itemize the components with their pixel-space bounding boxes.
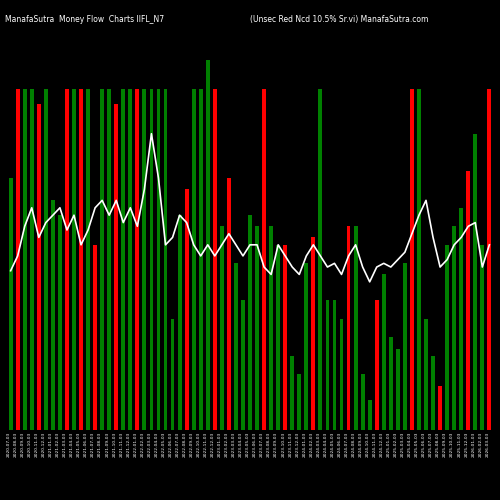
Bar bbox=[227, 178, 231, 430]
Bar bbox=[255, 226, 259, 430]
Bar bbox=[389, 338, 392, 430]
Bar bbox=[150, 90, 154, 430]
Bar bbox=[108, 90, 111, 430]
Bar bbox=[58, 215, 62, 430]
Bar bbox=[72, 90, 76, 430]
Bar bbox=[284, 245, 287, 430]
Bar bbox=[178, 215, 182, 430]
Bar bbox=[346, 226, 350, 430]
Bar bbox=[220, 226, 224, 430]
Bar bbox=[298, 374, 301, 430]
Bar bbox=[128, 90, 132, 430]
Bar bbox=[474, 134, 477, 430]
Bar bbox=[332, 300, 336, 430]
Bar bbox=[375, 300, 378, 430]
Text: ManafaSutra  Money Flow  Charts IIFL_N7: ManafaSutra Money Flow Charts IIFL_N7 bbox=[5, 15, 164, 24]
Bar bbox=[396, 348, 400, 430]
Bar bbox=[44, 90, 48, 430]
Bar bbox=[424, 319, 428, 430]
Bar bbox=[65, 90, 69, 430]
Bar bbox=[276, 245, 280, 430]
Bar bbox=[466, 170, 470, 430]
Bar bbox=[326, 300, 330, 430]
Bar bbox=[16, 90, 20, 430]
Text: (Unsec Red Ncd 10.5% Sr.vi) ManafaSutra.com: (Unsec Red Ncd 10.5% Sr.vi) ManafaSutra.… bbox=[250, 15, 428, 24]
Bar bbox=[431, 356, 435, 430]
Bar bbox=[360, 374, 364, 430]
Bar bbox=[488, 90, 492, 430]
Bar bbox=[86, 90, 90, 430]
Bar bbox=[304, 264, 308, 430]
Bar bbox=[382, 274, 386, 430]
Bar bbox=[368, 400, 372, 430]
Bar bbox=[318, 90, 322, 430]
Bar bbox=[199, 90, 202, 430]
Bar bbox=[170, 319, 174, 430]
Bar bbox=[340, 319, 344, 430]
Bar bbox=[142, 90, 146, 430]
Bar bbox=[410, 90, 414, 430]
Bar bbox=[241, 300, 245, 430]
Bar bbox=[234, 264, 238, 430]
Bar bbox=[206, 60, 210, 430]
Bar bbox=[37, 104, 40, 430]
Bar bbox=[248, 215, 252, 430]
Bar bbox=[445, 245, 449, 430]
Bar bbox=[403, 264, 407, 430]
Bar bbox=[269, 226, 273, 430]
Bar bbox=[480, 245, 484, 430]
Bar bbox=[192, 90, 196, 430]
Bar bbox=[100, 90, 104, 430]
Bar bbox=[213, 90, 216, 430]
Bar bbox=[184, 190, 188, 430]
Bar bbox=[93, 245, 97, 430]
Bar bbox=[262, 90, 266, 430]
Bar bbox=[114, 104, 118, 430]
Bar bbox=[51, 200, 55, 430]
Bar bbox=[164, 90, 168, 430]
Bar bbox=[156, 90, 160, 430]
Bar bbox=[122, 90, 125, 430]
Bar bbox=[79, 90, 83, 430]
Bar bbox=[8, 178, 12, 430]
Bar bbox=[438, 386, 442, 430]
Bar bbox=[354, 226, 358, 430]
Bar bbox=[417, 90, 421, 430]
Bar bbox=[23, 90, 26, 430]
Bar bbox=[30, 90, 34, 430]
Bar bbox=[290, 356, 294, 430]
Bar bbox=[312, 238, 316, 430]
Bar bbox=[136, 90, 140, 430]
Bar bbox=[460, 208, 463, 430]
Bar bbox=[452, 226, 456, 430]
